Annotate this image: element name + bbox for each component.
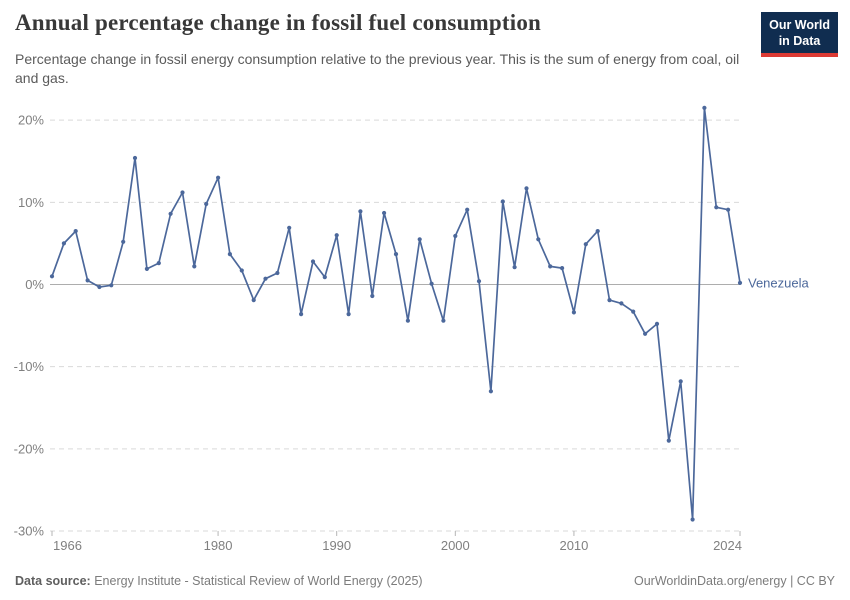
data-point[interactable] — [144, 266, 149, 271]
license-credit[interactable]: OurWorldinData.org/energy | CC BY — [633, 574, 835, 588]
page-title: Annual percentage change in fossil fuel … — [15, 10, 542, 35]
data-point[interactable] — [524, 186, 529, 191]
data-point[interactable] — [97, 284, 102, 290]
data-point[interactable] — [512, 265, 517, 270]
data-point[interactable] — [548, 264, 553, 269]
data-point[interactable] — [370, 293, 375, 299]
data-point[interactable] — [429, 281, 434, 286]
y-tick-label: -20% — [14, 441, 45, 456]
data-point[interactable] — [382, 210, 387, 216]
data-point[interactable] — [85, 278, 90, 283]
data-point[interactable] — [227, 252, 232, 257]
owid-logo-line1: Our World — [769, 18, 830, 32]
series-end-label[interactable]: Venezuela — [748, 275, 809, 290]
data-point[interactable] — [61, 241, 66, 246]
data-point[interactable] — [216, 175, 221, 180]
data-source-text: Energy Institute - Statistical Review of… — [90, 574, 423, 588]
data-source-note: Data source: Energy Institute - Statisti… — [15, 574, 423, 588]
data-point[interactable] — [168, 211, 173, 216]
data-point[interactable] — [156, 261, 161, 266]
data-point[interactable] — [726, 207, 731, 212]
x-tick-label: 1980 — [204, 538, 233, 553]
data-point[interactable] — [358, 209, 363, 214]
data-point[interactable] — [560, 266, 565, 271]
data-point[interactable] — [417, 237, 422, 242]
data-point[interactable] — [310, 259, 316, 264]
data-point[interactable] — [73, 229, 78, 234]
data-point[interactable] — [654, 321, 660, 326]
data-point[interactable] — [476, 279, 482, 284]
data-point[interactable] — [405, 318, 410, 323]
y-tick-label: 0% — [25, 277, 44, 292]
data-point[interactable] — [322, 275, 327, 280]
y-tick-label: -30% — [14, 523, 45, 538]
data-point[interactable] — [571, 310, 577, 315]
data-point[interactable] — [500, 199, 505, 204]
data-point[interactable] — [299, 312, 304, 317]
data-point[interactable] — [204, 201, 209, 207]
data-point[interactable] — [643, 331, 648, 336]
data-point[interactable] — [132, 155, 138, 161]
data-point[interactable] — [287, 225, 292, 230]
data-point[interactable] — [595, 229, 600, 234]
x-tick-label: 2010 — [559, 538, 588, 553]
data-point[interactable] — [536, 237, 541, 242]
data-point[interactable] — [714, 205, 719, 210]
data-point[interactable] — [737, 280, 743, 285]
data-point[interactable] — [690, 517, 695, 522]
data-point[interactable] — [631, 309, 636, 314]
y-tick-label: 20% — [18, 113, 44, 128]
series-line[interactable] — [51, 107, 741, 521]
x-tick-label: 2024 — [713, 538, 742, 553]
data-point[interactable] — [49, 274, 55, 279]
data-point[interactable] — [465, 207, 470, 212]
data-point[interactable] — [109, 283, 114, 288]
y-tick-label: -10% — [14, 359, 45, 374]
data-point[interactable] — [583, 242, 588, 247]
data-point[interactable] — [192, 264, 197, 269]
data-source-label: Data source: — [15, 574, 91, 588]
owid-logo[interactable]: Our World in Data — [761, 12, 838, 58]
data-point[interactable] — [393, 252, 399, 257]
data-point[interactable] — [180, 190, 185, 195]
data-point[interactable] — [702, 105, 707, 110]
data-point[interactable] — [488, 389, 493, 394]
data-point[interactable] — [239, 268, 244, 273]
data-point[interactable] — [334, 233, 339, 238]
data-point[interactable] — [251, 298, 256, 303]
data-point[interactable] — [453, 233, 458, 239]
owid-logo-line2: in Data — [778, 33, 821, 48]
chart-footer: Data source: Energy Institute - Statisti… — [0, 574, 850, 588]
x-tick-label: 1990 — [322, 538, 351, 553]
data-point[interactable] — [121, 239, 126, 244]
chart-subtitle: Percentage change in fossil energy consu… — [15, 51, 740, 87]
y-tick-label: 10% — [18, 195, 44, 210]
data-point[interactable] — [607, 298, 612, 303]
data-point[interactable] — [346, 312, 351, 317]
x-tick-label: 1966 — [53, 538, 82, 553]
data-point[interactable] — [441, 318, 446, 323]
data-point[interactable] — [666, 438, 671, 443]
x-tick-label: 2000 — [441, 538, 470, 553]
data-point[interactable] — [619, 301, 624, 306]
chart-canvas[interactable]: 20% 10% 0% -10% -20% -30% 1966 1980 1990 2000 2010… — [0, 100, 850, 570]
data-point[interactable] — [678, 379, 683, 384]
data-point[interactable] — [263, 276, 268, 281]
data-point[interactable] — [275, 270, 280, 276]
